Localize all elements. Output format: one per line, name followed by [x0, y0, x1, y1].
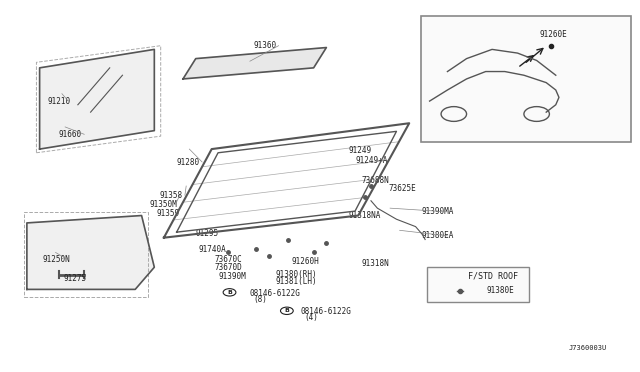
Text: 91260H: 91260H	[291, 257, 319, 266]
Text: 91360: 91360	[253, 41, 276, 50]
Text: F/STD ROOF: F/STD ROOF	[468, 272, 518, 281]
Text: 91390MA: 91390MA	[422, 207, 454, 217]
Text: B: B	[227, 290, 232, 295]
Text: 91275: 91275	[64, 274, 87, 283]
Text: 08146-6122G: 08146-6122G	[250, 289, 301, 298]
Text: (8): (8)	[253, 295, 267, 304]
Text: 91380EA: 91380EA	[422, 231, 454, 240]
Polygon shape	[183, 48, 326, 79]
Text: 91295: 91295	[196, 230, 219, 238]
Text: 91380(RH): 91380(RH)	[275, 270, 317, 279]
Text: 73625E: 73625E	[389, 185, 417, 193]
Text: 91249+A: 91249+A	[355, 155, 387, 165]
Text: 91660: 91660	[59, 130, 82, 139]
Text: 91390M: 91390M	[218, 272, 246, 281]
Text: 08146-6122G: 08146-6122G	[301, 307, 352, 316]
Circle shape	[280, 307, 293, 314]
Polygon shape	[40, 49, 154, 149]
Bar	[427, 267, 529, 302]
Text: 91280: 91280	[177, 157, 200, 167]
Text: 91740A: 91740A	[199, 245, 227, 254]
Text: 91350M: 91350M	[150, 200, 178, 209]
Text: B: B	[284, 308, 289, 313]
Text: 91250N: 91250N	[43, 255, 70, 264]
Text: 91260E: 91260E	[540, 30, 568, 39]
Text: 73688N: 73688N	[362, 176, 389, 185]
Text: 91210: 91210	[47, 97, 70, 106]
Text: 73670C: 73670C	[215, 255, 243, 264]
Text: 91358: 91358	[159, 191, 182, 200]
Circle shape	[223, 289, 236, 296]
Text: 91359: 91359	[156, 209, 179, 218]
Text: 91318NA: 91318NA	[349, 211, 381, 220]
Text: 73670D: 73670D	[215, 263, 243, 272]
Text: 91381(LH): 91381(LH)	[275, 277, 317, 286]
Text: 91249: 91249	[349, 147, 372, 155]
Bar	[420, 16, 631, 142]
Text: (4): (4)	[304, 313, 318, 322]
Polygon shape	[27, 215, 154, 289]
Text: J7360003U: J7360003U	[568, 346, 607, 352]
Text: 91318N: 91318N	[362, 259, 389, 268]
Text: 91380E: 91380E	[487, 286, 515, 295]
